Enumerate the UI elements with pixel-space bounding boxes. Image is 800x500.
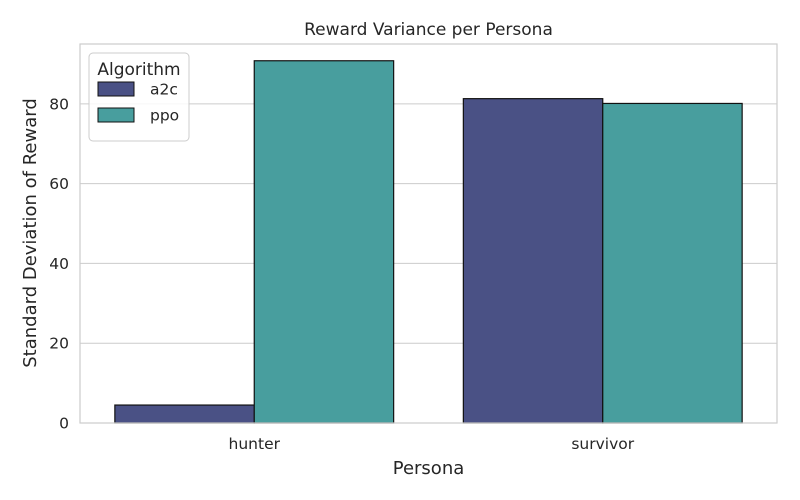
legend: Algorithm a2c ppo: [88, 52, 190, 142]
y-tick-label: 60: [49, 175, 69, 193]
x-tick-labels: hunter survivor: [229, 435, 635, 453]
y-axis-label: Standard Deviation of Reward: [20, 98, 41, 368]
legend-swatch-ppo: [97, 107, 135, 123]
x-tick-label: hunter: [229, 435, 281, 453]
legend-label-a2c: a2c: [150, 81, 178, 99]
y-tick-label: 20: [49, 335, 69, 353]
chart-title: Reward Variance per Persona: [304, 20, 553, 40]
legend-swatch-a2c: [97, 81, 135, 97]
bar-survivor-ppo: [602, 102, 743, 424]
legend-title: Algorithm: [97, 60, 180, 80]
bars: [114, 60, 743, 424]
y-tick-labels: 0 20 40 60 80: [49, 95, 69, 432]
legend-label-ppo: ppo: [150, 107, 179, 125]
y-tick-label: 40: [49, 255, 69, 273]
x-tick-label: survivor: [571, 435, 634, 453]
y-tick-label: 0: [59, 415, 69, 433]
plot-frame: [79, 43, 778, 424]
bar-survivor-a2c: [462, 98, 604, 424]
bar-hunter-a2c: [114, 404, 255, 424]
y-tick-label: 80: [49, 95, 69, 113]
x-axis-label: Persona: [393, 458, 465, 479]
bar-hunter-ppo: [253, 60, 395, 424]
